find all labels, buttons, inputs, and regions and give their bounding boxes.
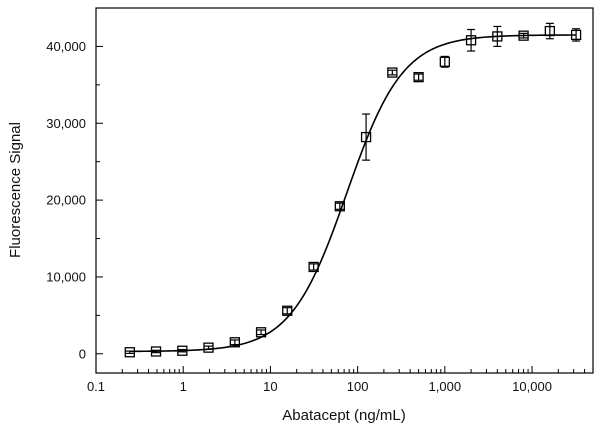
data-point	[124, 347, 135, 358]
data-point	[177, 345, 188, 356]
square-marker	[544, 25, 555, 37]
y-tick-label: 10,000	[46, 269, 86, 284]
square-marker	[308, 261, 319, 273]
x-tick-label: 10,000	[512, 379, 552, 394]
data-point	[150, 346, 162, 357]
data-point	[465, 28, 477, 52]
square-marker	[150, 346, 162, 357]
x-axis: 0.1 1 10 100 1,000 10,000	[87, 366, 594, 394]
square-marker	[360, 131, 372, 143]
square-marker	[203, 342, 214, 353]
fit-curve	[129, 34, 577, 353]
square-marker	[255, 327, 267, 338]
y-tick-label: 40,000	[46, 39, 86, 54]
square-marker	[334, 201, 345, 212]
y-tick-label: 30,000	[46, 116, 86, 131]
data-point	[360, 113, 372, 161]
data-point	[308, 261, 319, 273]
square-marker	[229, 337, 241, 348]
data-point	[439, 55, 450, 68]
data-point	[282, 305, 293, 316]
x-tick-label: 1	[180, 379, 187, 394]
square-marker	[177, 345, 188, 356]
x-tick-label: 0.1	[87, 379, 105, 394]
data-point	[570, 28, 582, 42]
square-marker	[387, 67, 398, 78]
plot-area	[95, 7, 594, 374]
data-point	[229, 337, 241, 348]
x-tick-label: 10	[263, 379, 277, 394]
square-marker	[492, 31, 503, 42]
y-axis: 0 10,000 20,000 30,000 40,000	[46, 39, 103, 361]
square-marker	[439, 56, 450, 67]
square-marker	[282, 305, 293, 316]
data-point	[492, 25, 503, 48]
data-point	[413, 72, 424, 83]
y-tick-label: 20,000	[46, 193, 86, 208]
x-axis-title: Abatacept (ng/mL)	[282, 407, 405, 424]
data-point	[334, 201, 345, 212]
square-marker	[465, 35, 477, 46]
y-axis-title: Fluorescence Signal	[7, 122, 24, 258]
square-marker	[570, 29, 582, 41]
data-points	[124, 22, 582, 358]
square-marker	[413, 72, 424, 83]
x-tick-label: 1,000	[429, 379, 462, 394]
data-point	[518, 30, 529, 41]
square-marker	[124, 347, 135, 358]
data-point	[387, 67, 398, 78]
data-point	[544, 22, 555, 40]
square-marker	[518, 30, 529, 41]
y-tick-label: 0	[79, 346, 86, 361]
x-tick-label: 100	[347, 379, 369, 394]
data-point	[255, 327, 267, 338]
data-point	[203, 342, 214, 353]
